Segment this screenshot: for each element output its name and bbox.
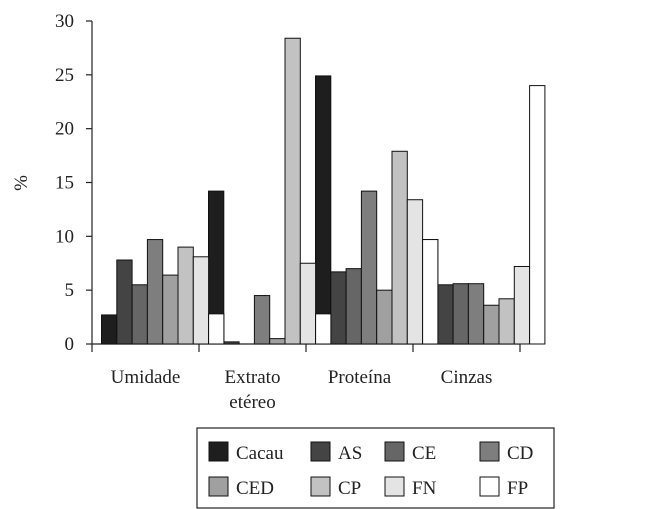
- y-tick-label: 5: [65, 280, 75, 301]
- y-tick-label: 20: [55, 119, 74, 140]
- legend-label-cd: CD: [507, 443, 533, 464]
- legend-swatch-cp: [310, 476, 331, 497]
- bar-cacau-1: [101, 314, 118, 345]
- bar-cp-1: [177, 246, 194, 345]
- bar-cp-3: [391, 150, 408, 345]
- legend-swatch-ced: [208, 476, 229, 497]
- legend: Cacau AS CE CD CED CP FN FP: [196, 427, 555, 509]
- bar-fp-2: [315, 313, 332, 345]
- legend-swatch-fn: [384, 476, 405, 497]
- y-tick-label: 0: [65, 334, 75, 355]
- bar-cd-3: [360, 190, 378, 345]
- legend-label-ced: CED: [236, 478, 274, 499]
- y-tick-label: 15: [55, 173, 74, 194]
- bar-fp-3: [422, 239, 439, 345]
- bar-cd-1: [146, 239, 164, 345]
- legend-label-fp: FP: [507, 478, 528, 499]
- legend-label-cacau: Cacau: [236, 443, 284, 464]
- bars: [101, 37, 546, 345]
- bar-fn-3: [406, 199, 424, 345]
- legend-label-ce: CE: [412, 443, 436, 464]
- x-tick-label: Extrato: [225, 367, 281, 388]
- bar-ced-4: [483, 304, 500, 345]
- y-tick-label: 30: [55, 11, 74, 32]
- legend-swatch-fp: [479, 476, 500, 497]
- bar-ced-3: [376, 289, 393, 345]
- y-tick-label: 25: [55, 65, 74, 86]
- legend-swatch-cd: [479, 441, 500, 462]
- legend-label-fn: FN: [412, 478, 437, 499]
- bar-fn-2: [299, 262, 317, 345]
- bar-fn-1: [192, 256, 210, 345]
- bar-as-3: [330, 271, 347, 345]
- bar-as-4: [437, 284, 454, 345]
- legend-label-as: AS: [338, 443, 362, 464]
- bar-ced-2: [269, 338, 286, 345]
- bar-fn-4: [513, 265, 531, 345]
- bar-as-1: [116, 259, 133, 345]
- x-tick-label: Proteína: [328, 367, 392, 388]
- bar-cp-2: [284, 37, 301, 345]
- bar-cd-4: [467, 283, 485, 345]
- legend-label-cp: CP: [338, 478, 361, 499]
- x-tick-label: Cinzas: [441, 367, 493, 388]
- bar-cd-2: [253, 295, 271, 345]
- bar-ce-3: [345, 268, 362, 345]
- bar-as-2: [223, 341, 240, 345]
- bar-fp-1: [208, 313, 225, 345]
- legend-swatch-as: [310, 441, 331, 462]
- y-axis-label: %: [11, 175, 32, 191]
- y-tick-label: 10: [55, 226, 74, 247]
- bar-fp-4: [529, 85, 546, 345]
- bar-cp-4: [498, 298, 515, 345]
- bar-ce-4: [452, 283, 469, 345]
- x-tick-label: Umidade: [111, 367, 181, 388]
- x-tick-label: etéreo: [229, 392, 275, 413]
- bar-ce-1: [131, 284, 148, 345]
- bar-cacau-3: [315, 75, 332, 345]
- legend-swatch-cacau: [208, 441, 229, 462]
- legend-swatch-ce: [384, 441, 405, 462]
- bar-ced-1: [162, 274, 179, 345]
